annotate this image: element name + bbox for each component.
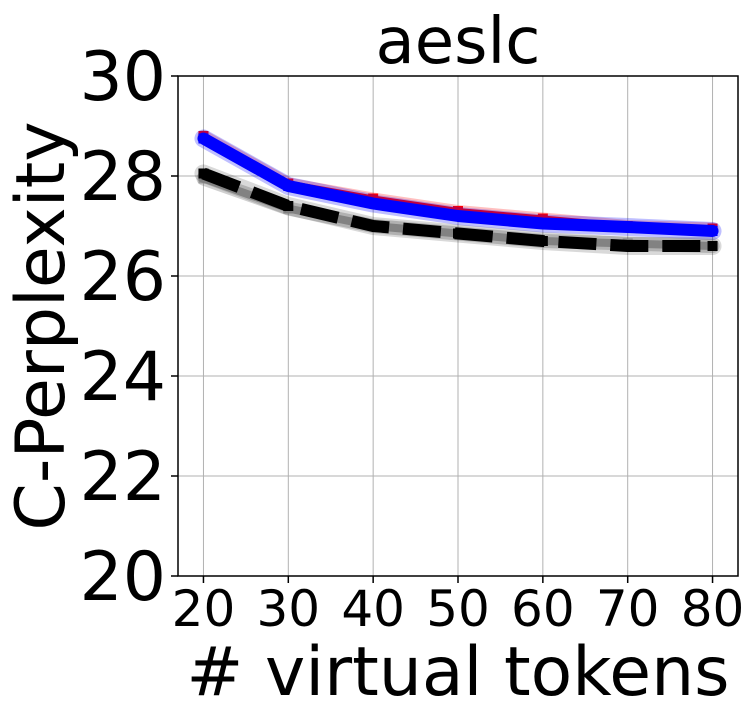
grid	[178, 75, 738, 577]
y-tick-label: 20	[79, 538, 166, 617]
data-point	[283, 181, 294, 191]
chart-title: aeslc	[376, 5, 541, 79]
y-tick-label: 26	[79, 238, 166, 317]
series-3	[194, 164, 722, 255]
data-point	[537, 218, 548, 229]
series-layer	[194, 129, 722, 255]
y-tick-label: 24	[79, 338, 166, 417]
series-1	[194, 129, 722, 240]
x-tick-label: 80	[681, 580, 745, 638]
data-point	[283, 201, 294, 211]
x-tick-label: 60	[511, 580, 575, 638]
data-point	[707, 226, 718, 236]
y-ticks: 20 22 24 26 28 30	[79, 38, 178, 617]
x-tick-label: 40	[341, 580, 405, 638]
data-point	[453, 211, 463, 221]
x-tick-label: 30	[256, 580, 320, 638]
data-point	[622, 241, 633, 251]
data-point	[198, 168, 209, 179]
x-ticks: 20 30 40 50 60 70 80	[172, 576, 745, 638]
data-point	[453, 228, 463, 239]
y-axis-label: C-Perplexity	[2, 121, 81, 530]
x-tick-label: 50	[426, 580, 490, 638]
y-tick-label: 28	[79, 138, 166, 217]
data-point	[707, 241, 718, 251]
data-point	[537, 236, 548, 246]
x-tick-label: 70	[596, 580, 660, 638]
x-tick-label: 20	[172, 580, 236, 638]
data-point	[198, 133, 209, 144]
data-point	[368, 198, 379, 209]
y-tick-label: 22	[79, 438, 166, 517]
y-tick-label: 30	[79, 38, 166, 117]
x-axis-label: # virtual tokens	[186, 633, 729, 712]
data-point	[368, 221, 379, 231]
data-point	[622, 222, 633, 232]
